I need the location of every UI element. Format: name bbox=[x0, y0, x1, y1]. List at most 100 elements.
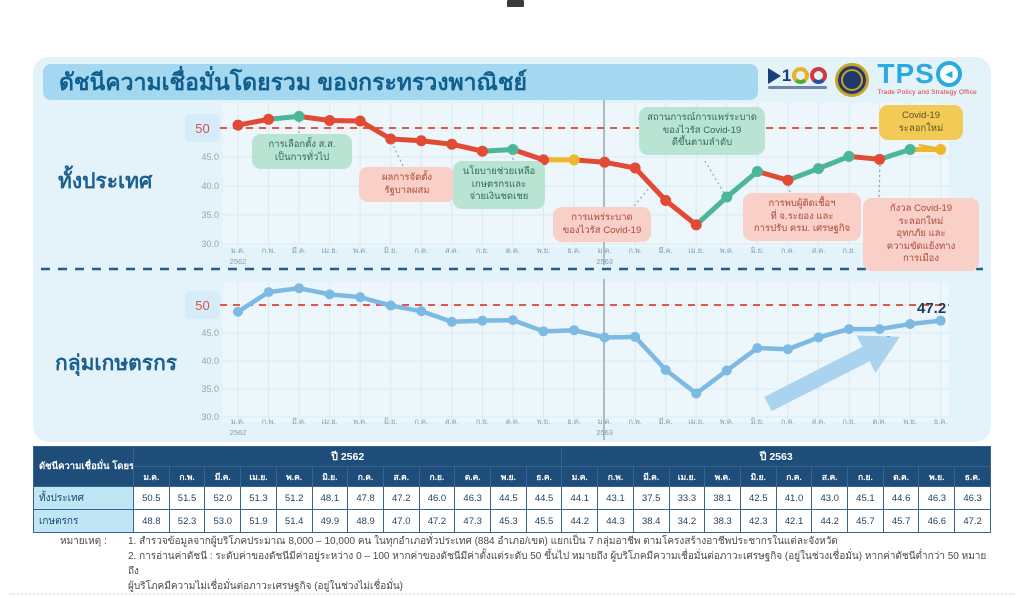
table-cell: 44.1 bbox=[561, 486, 599, 510]
x-tick-label: ธ.ค. bbox=[934, 417, 948, 426]
data-point bbox=[294, 283, 305, 294]
table-month-header: ม.ค. bbox=[133, 466, 170, 487]
line-segment bbox=[693, 194, 730, 228]
data-point bbox=[324, 289, 335, 300]
table-cell: 46.6 bbox=[918, 509, 956, 533]
page-title: ดัชนีความเชื่อมั่นโดยรวม ของกระทรวงพาณิช… bbox=[43, 64, 758, 100]
line-segment bbox=[510, 317, 546, 334]
table-cell: 43.0 bbox=[811, 486, 849, 510]
y-tick-label: 35.0 bbox=[201, 384, 219, 394]
table-cell: 50.5 bbox=[133, 486, 170, 510]
data-point bbox=[599, 156, 611, 168]
data-point bbox=[293, 110, 305, 122]
x-year-label: 2563 bbox=[596, 257, 613, 266]
table-year-header: ปี 2562 bbox=[132, 446, 563, 467]
data-point bbox=[843, 150, 855, 162]
x-tick-label: ต.ค. bbox=[506, 246, 520, 255]
line-segment bbox=[266, 285, 302, 295]
annotation-connector bbox=[787, 183, 791, 193]
data-point bbox=[904, 143, 916, 155]
table-cell: 42.5 bbox=[739, 486, 777, 510]
tpso-wordmark: TPS bbox=[877, 58, 935, 89]
y-tick-50-box bbox=[185, 291, 220, 319]
table-cell: 38.3 bbox=[704, 509, 741, 533]
x-tick-label: พ.ย. bbox=[537, 246, 551, 255]
annotation-line: การพบผู้ติดเชื้อฯ bbox=[768, 198, 836, 209]
table-cell: 47.0 bbox=[382, 509, 420, 533]
table-cell: 46.3 bbox=[454, 486, 492, 510]
table-month-header: ธ.ค. bbox=[525, 466, 563, 487]
annotation-line: อุทกภัย และ bbox=[896, 228, 946, 240]
x-tick-label: ต.ค. bbox=[506, 417, 520, 426]
data-point bbox=[874, 324, 885, 335]
line-segment bbox=[235, 289, 271, 314]
paper-plane-icon: ◄ bbox=[935, 61, 962, 87]
line-segment bbox=[724, 169, 760, 200]
table-cell: 37.5 bbox=[632, 486, 670, 510]
line-segment bbox=[419, 308, 455, 325]
chart-farmers: 45.0 40.0 35.0 30.0 50 ม.ค. ก.พ. มี.ค. เม.ย. พ.ค.… bbox=[185, 279, 949, 440]
annotation-line: ความขัดแย้งทาง bbox=[886, 240, 956, 252]
annotation-line: จ่ายเงินชดเชย bbox=[469, 191, 529, 203]
line-segment bbox=[907, 318, 943, 327]
table-month-header: ธ.ค. bbox=[954, 466, 991, 487]
table-month-header: ก.พ. bbox=[597, 466, 634, 487]
y-tick-label: 45.0 bbox=[201, 152, 219, 162]
page-bottom-divider bbox=[10, 593, 1014, 595]
data-point bbox=[660, 364, 671, 375]
annotation-line: ผลการจัดตั้ง bbox=[381, 172, 433, 183]
centennial-100-logo: 1 bbox=[767, 60, 828, 89]
annotation-line: เกษตรกรและ bbox=[471, 178, 527, 190]
table-row-label: ทั้งประเทศ bbox=[33, 486, 134, 510]
table-cell: 48.9 bbox=[347, 509, 384, 533]
data-point bbox=[568, 154, 580, 166]
table-month-header: พ.ค. bbox=[704, 466, 741, 487]
line-segment bbox=[663, 367, 699, 396]
y-tick-50-label: 50 bbox=[195, 121, 209, 136]
data-point bbox=[324, 114, 336, 126]
data-point bbox=[385, 300, 396, 311]
data-point bbox=[629, 162, 641, 174]
x-tick-label: มิ.ย. bbox=[751, 246, 765, 255]
table-row-label: เกษตรกร bbox=[33, 509, 134, 533]
annotation-line: ดีขึ้นตามลำดับ bbox=[671, 137, 733, 149]
table-cell: 45.3 bbox=[490, 509, 527, 533]
annotation-connector bbox=[704, 160, 725, 194]
x-tick-label: พ.ย. bbox=[903, 417, 917, 426]
plot-area bbox=[223, 282, 949, 422]
table-year-header: ปี 2563 bbox=[561, 446, 991, 467]
x-tick-label: ก.ค. bbox=[781, 417, 795, 426]
table-cell: 45.7 bbox=[882, 509, 920, 533]
table-month-header: ก.ย. bbox=[847, 466, 884, 487]
x-tick-label: ธ.ค. bbox=[567, 246, 581, 255]
x-tick-label: ม.ค. bbox=[598, 417, 612, 426]
x-tick-label: ม.ค. bbox=[231, 417, 245, 426]
x-tick-label: พ.ค. bbox=[720, 246, 734, 255]
data-point bbox=[569, 325, 580, 336]
data-point bbox=[599, 332, 610, 343]
data-point bbox=[385, 133, 397, 145]
table-cell: 44.3 bbox=[597, 509, 634, 533]
line-segment bbox=[816, 326, 852, 340]
tpso-logo: TPS ◄ Trade Policy and Strategy Office bbox=[877, 58, 977, 97]
table-month-header: ส.ค. bbox=[382, 466, 420, 487]
data-point bbox=[782, 174, 794, 186]
data-point bbox=[690, 219, 702, 231]
line-segment bbox=[877, 321, 913, 332]
data-point bbox=[752, 343, 763, 354]
line-segment bbox=[480, 317, 516, 323]
x-tick-label: ม.ค. bbox=[598, 246, 612, 255]
table-cell: 41.0 bbox=[775, 486, 813, 510]
annotation-line: ระลอกใหม่ bbox=[898, 122, 944, 134]
table-cell: 38.4 bbox=[632, 509, 670, 533]
annotation-line: ของไวรัส Covid-19 bbox=[662, 124, 742, 136]
table-month-header: ก.ค. bbox=[347, 466, 384, 487]
annotation-box: การพบผู้ติดเชื้อฯ ที่ จ.ระยอง และ การปรับ … bbox=[743, 193, 861, 241]
annotation-line: รัฐบาลผสม bbox=[384, 184, 430, 196]
tpso-subtitle: Trade Policy and Strategy Office bbox=[877, 89, 977, 96]
y-tick-label: 45.0 bbox=[201, 328, 219, 338]
line-segment bbox=[571, 327, 607, 340]
y-tick-50-box bbox=[185, 114, 220, 142]
line-segment bbox=[694, 368, 730, 396]
